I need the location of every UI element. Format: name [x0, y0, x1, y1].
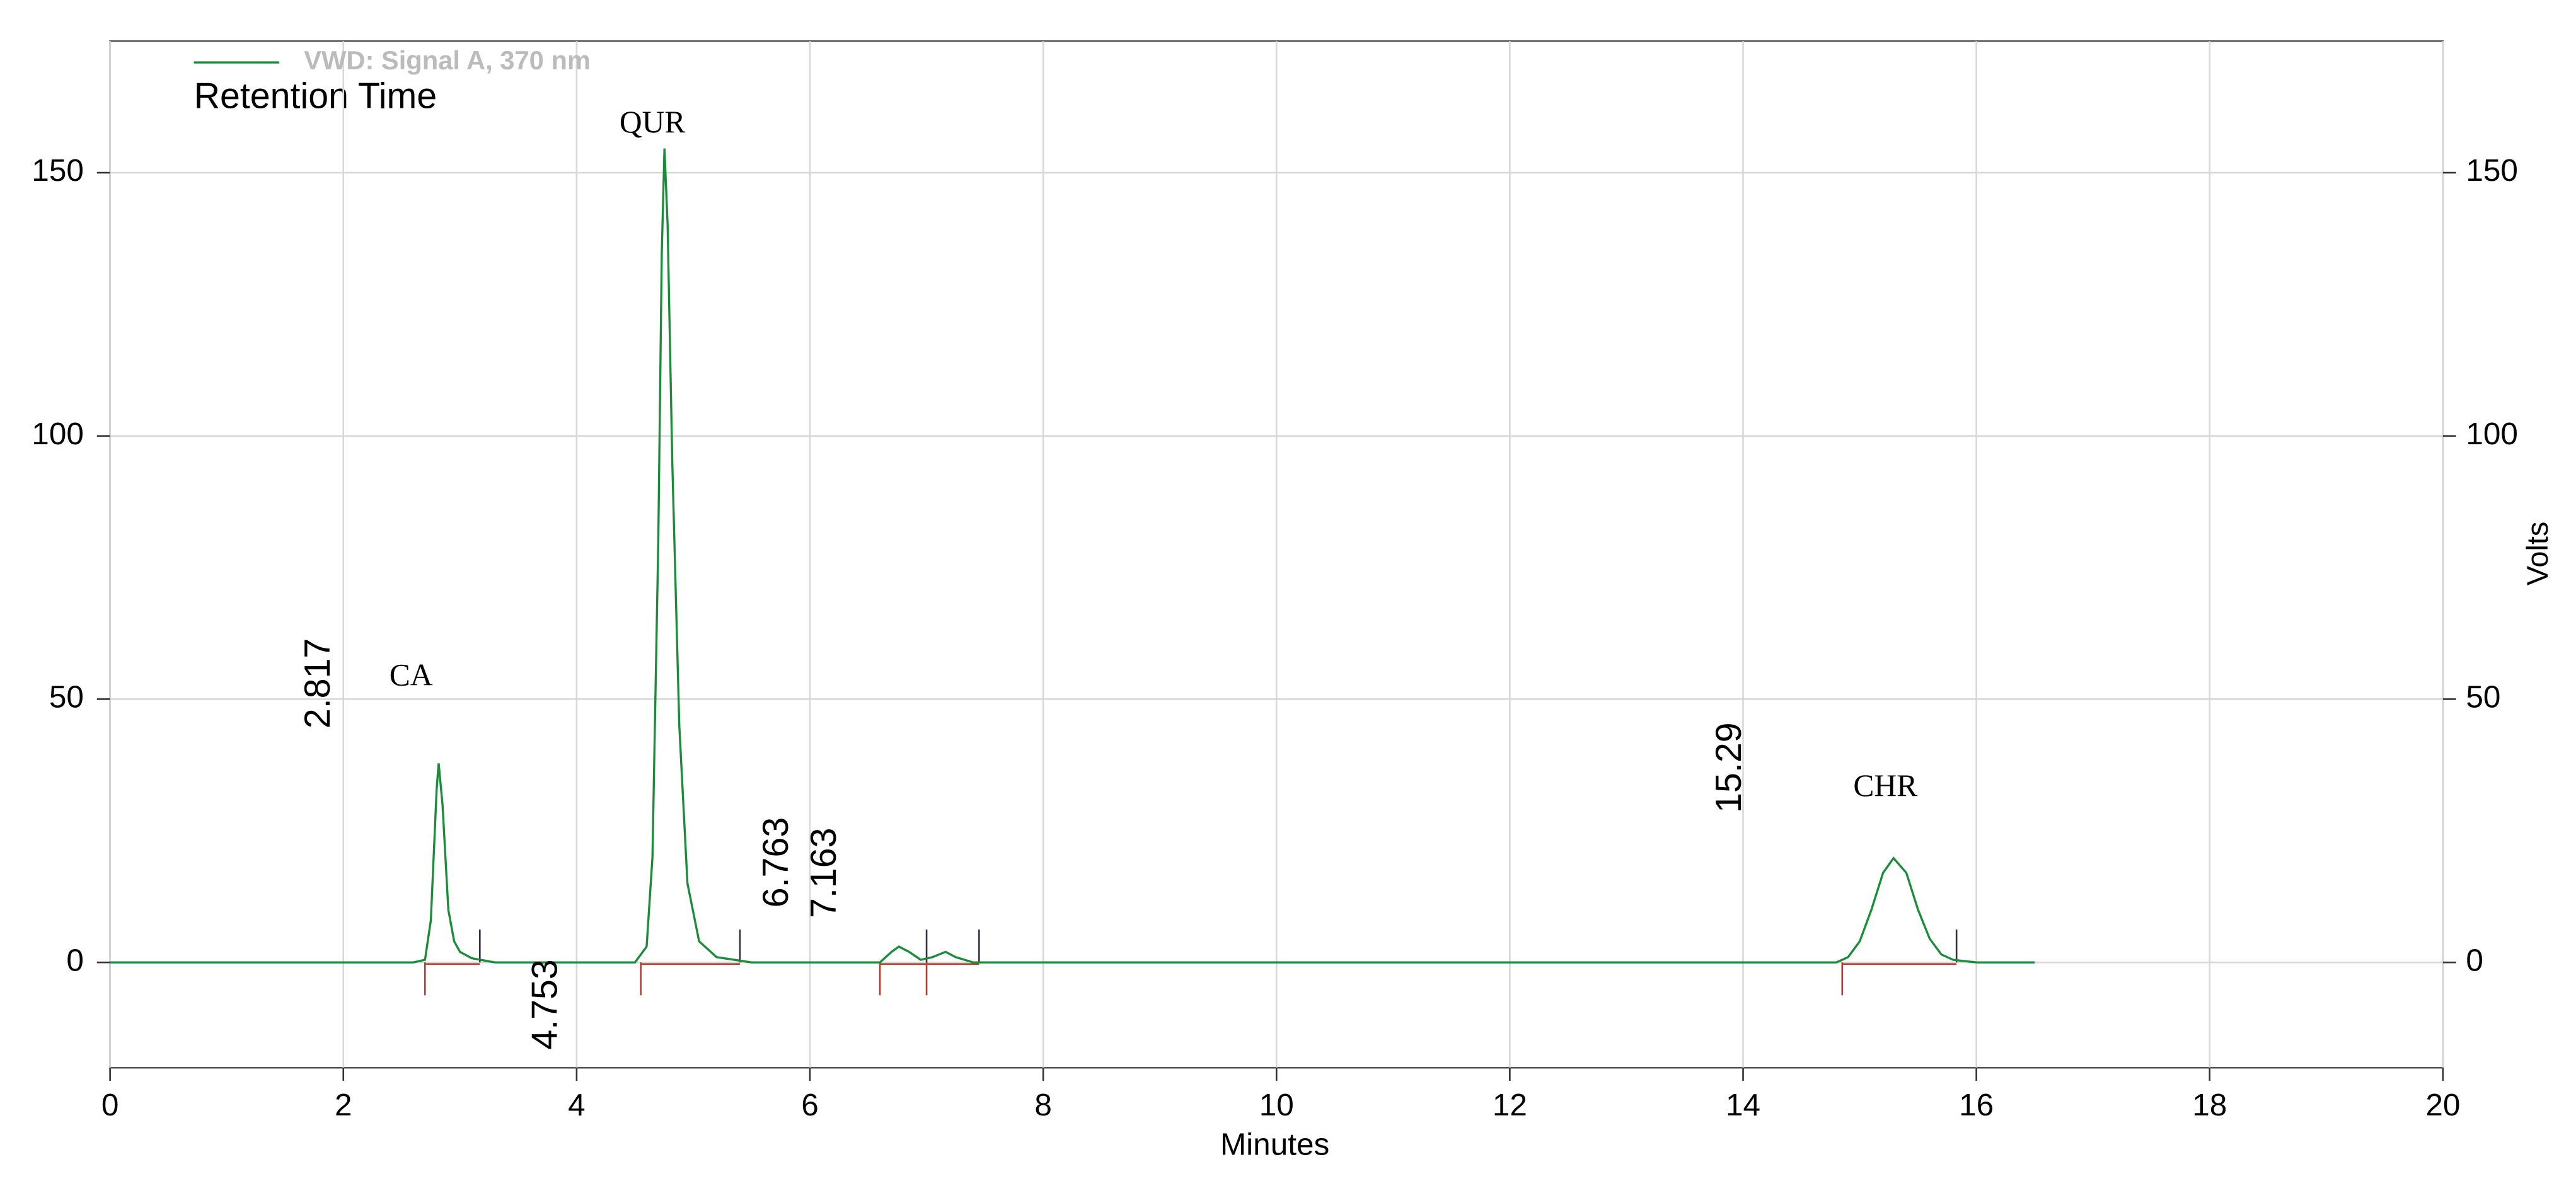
legend-title: Retention Time	[194, 76, 437, 117]
retention-label: 6.763	[756, 817, 796, 907]
y-tick-label: 50	[49, 680, 84, 715]
y2-tick-label: 0	[2466, 943, 2483, 977]
peak-name: QUR	[620, 105, 686, 139]
y-tick-label: 100	[32, 417, 84, 451]
retention-label: 15.29	[1709, 722, 1749, 812]
y-tick-label: 150	[32, 153, 84, 188]
y2-tick-label: 100	[2466, 417, 2518, 451]
x-tick-label: 14	[1726, 1088, 1760, 1122]
y2-tick-label: 150	[2466, 153, 2518, 188]
x-tick-label: 0	[101, 1088, 119, 1122]
x-tick-label: 4	[568, 1088, 586, 1122]
retention-label: 7.163	[804, 827, 844, 918]
x-tick-label: 16	[1959, 1088, 1994, 1122]
x-tick-label: 12	[1493, 1088, 1527, 1122]
y2-tick-label: 50	[2466, 680, 2500, 715]
peak-name: CA	[390, 657, 433, 692]
peak-name: CHR	[1853, 768, 1917, 803]
x-tick-label: 6	[801, 1088, 819, 1122]
x-tick-label: 2	[335, 1088, 352, 1122]
x-tick-label: 18	[2192, 1088, 2227, 1122]
legend-label: VWD: Signal A, 370 nm	[304, 45, 591, 75]
x-axis-label: Minutes	[1220, 1127, 1329, 1161]
x-tick-label: 20	[2425, 1088, 2460, 1122]
y2-axis-label: Volts	[2521, 522, 2554, 586]
y-tick-label: 0	[66, 943, 84, 977]
x-tick-label: 10	[1259, 1088, 1294, 1122]
signal-line	[110, 148, 2035, 964]
retention-label: 2.817	[297, 638, 338, 728]
x-tick-label: 8	[1034, 1088, 1052, 1122]
retention-label: 4.753	[525, 959, 565, 1049]
